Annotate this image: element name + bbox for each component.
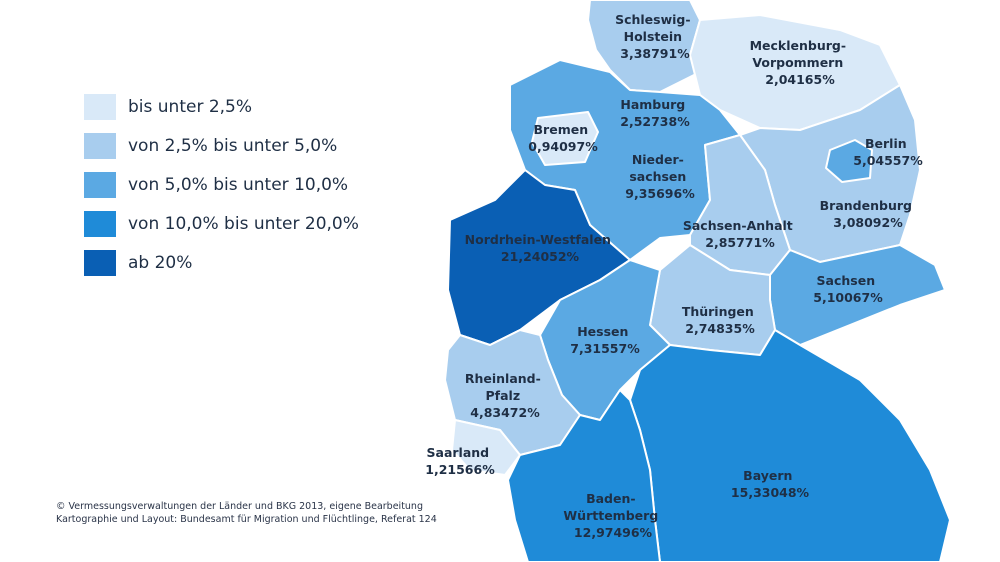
legend-item: von 10,0% bis unter 20,0% <box>84 209 359 239</box>
state-baden-wuerttemberg[interactable] <box>507 389 661 562</box>
label-hessen: Hessen 7,31557% <box>570 324 640 356</box>
label-bayern: Bayern 15,33048% <box>731 468 810 500</box>
legend-label: ab 20% <box>128 253 193 273</box>
label-bremen: Bremen 0,94097% <box>528 122 598 154</box>
label-sachsen: Sachsen 5,10067% <box>813 273 883 305</box>
legend-swatch <box>84 94 116 120</box>
legend-swatch <box>84 133 116 159</box>
label-berlin: Berlin 5,04557% <box>853 136 923 168</box>
label-hamburg: Hamburg 2,52738% <box>620 97 690 129</box>
label-brandenburg: Brandenburg 3,08092% <box>820 198 917 230</box>
legend-swatch <box>84 172 116 198</box>
label-sachsen-anhalt: Sachsen-Anhalt 2,85771% <box>683 218 797 250</box>
state-saarland[interactable] <box>451 419 521 476</box>
credits-line: Kartographie und Layout: Bundesamt für M… <box>56 514 437 525</box>
state-berlin[interactable] <box>825 139 873 183</box>
legend-item: von 5,0% bis unter 10,0% <box>84 170 359 200</box>
legend-item: bis unter 2,5% <box>84 92 359 122</box>
legend-label: bis unter 2,5% <box>128 97 253 117</box>
state-bayern[interactable] <box>629 329 951 562</box>
map-credits: © Vermessungsverwaltungen der Länder und… <box>56 500 437 526</box>
label-niedersachsen: Nieder- sachsen 9,35696% <box>625 152 695 201</box>
label-mecklenburg-vorpommern: Mecklenburg- Vorpommern 2,04165% <box>750 38 851 87</box>
label-baden-wuerttemberg: Baden- Württemberg 12,97496% <box>563 491 662 540</box>
map-legend: bis unter 2,5% von 2,5% bis unter 5,0% v… <box>84 92 359 287</box>
credits-line: © Vermessungsverwaltungen der Länder und… <box>56 501 423 512</box>
label-thueringen: Thüringen 2,74835% <box>682 304 758 336</box>
state-bremen[interactable] <box>531 111 599 166</box>
legend-swatch <box>84 250 116 276</box>
legend-item: von 2,5% bis unter 5,0% <box>84 131 359 161</box>
legend-label: von 5,0% bis unter 10,0% <box>128 175 349 195</box>
legend-label: von 2,5% bis unter 5,0% <box>128 136 338 156</box>
label-schleswig-holstein: Schleswig- Holstein 3,38791% <box>615 12 695 61</box>
label-rheinland-pfalz: Rheinland- Pfalz 4,83472% <box>465 371 545 420</box>
label-saarland: Saarland 1,21566% <box>425 445 495 477</box>
legend-swatch <box>84 211 116 237</box>
legend-item: ab 20% <box>84 248 359 278</box>
legend-label: von 10,0% bis unter 20,0% <box>128 214 359 234</box>
label-nordrhein-westfalen: Nordrhein-Westfalen 21,24052% <box>465 232 616 264</box>
